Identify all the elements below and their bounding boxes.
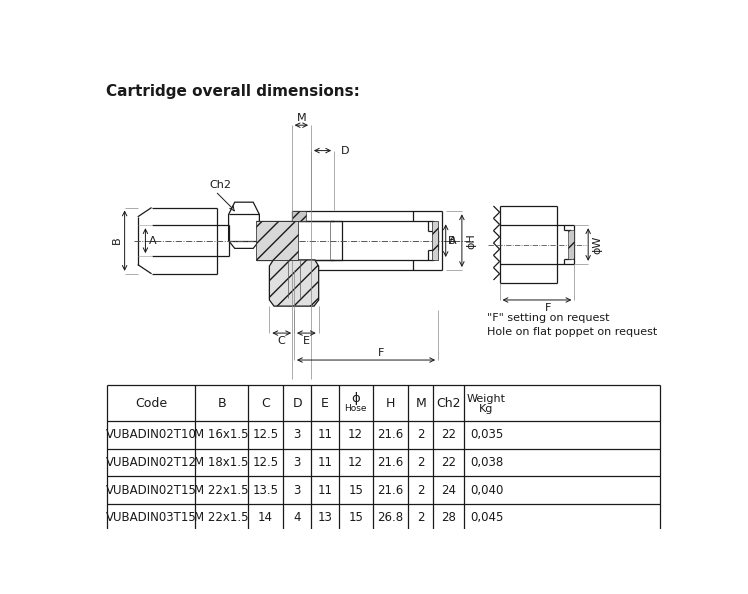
Polygon shape: [256, 222, 298, 260]
Text: 28: 28: [441, 511, 456, 525]
Text: VUBADIN02T15: VUBADIN02T15: [105, 484, 197, 497]
Text: 0,045: 0,045: [470, 511, 503, 525]
Text: 13.5: 13.5: [253, 484, 278, 497]
Text: Cartridge overall dimensions:: Cartridge overall dimensions:: [106, 84, 360, 99]
Text: D: D: [292, 397, 302, 410]
Text: B: B: [112, 237, 122, 245]
Text: 3: 3: [293, 428, 301, 441]
Text: C: C: [261, 397, 270, 410]
Text: 2: 2: [417, 428, 424, 441]
Text: 21.6: 21.6: [377, 484, 403, 497]
Text: 15: 15: [348, 511, 363, 525]
Text: 0,040: 0,040: [470, 484, 503, 497]
Text: VUBADIN02T10: VUBADIN02T10: [105, 428, 197, 441]
Text: 22: 22: [441, 428, 456, 441]
Text: M 22x1.5: M 22x1.5: [194, 484, 249, 497]
Polygon shape: [269, 260, 319, 306]
Text: 24: 24: [441, 484, 456, 497]
Text: 11: 11: [317, 456, 332, 469]
Text: 14: 14: [258, 511, 273, 525]
Text: Ch2: Ch2: [209, 180, 231, 190]
Polygon shape: [568, 230, 574, 259]
Text: M 16x1.5: M 16x1.5: [194, 428, 249, 441]
Text: D: D: [340, 146, 349, 156]
Text: 3: 3: [293, 484, 301, 497]
Polygon shape: [292, 260, 306, 270]
Text: 12: 12: [348, 456, 363, 469]
Text: 12: 12: [348, 428, 363, 441]
Text: 12.5: 12.5: [253, 428, 278, 441]
Text: 4: 4: [293, 511, 301, 525]
Text: M: M: [296, 113, 306, 123]
Text: 2: 2: [417, 484, 424, 497]
Text: 22: 22: [441, 456, 456, 469]
Text: 13: 13: [317, 511, 332, 525]
Text: Kg: Kg: [479, 403, 494, 413]
Text: C: C: [278, 336, 286, 346]
Text: E: E: [303, 336, 310, 346]
Text: B: B: [218, 397, 226, 410]
Text: Hose: Hose: [344, 404, 367, 413]
Text: F: F: [378, 348, 384, 358]
Text: 12.5: 12.5: [253, 456, 278, 469]
Text: H: H: [385, 397, 395, 410]
Text: B: B: [448, 236, 456, 246]
Text: 2: 2: [417, 456, 424, 469]
Text: 21.6: 21.6: [377, 456, 403, 469]
Polygon shape: [432, 222, 438, 260]
Text: M 18x1.5: M 18x1.5: [194, 456, 249, 469]
Text: 11: 11: [317, 484, 332, 497]
Text: 21.6: 21.6: [377, 428, 403, 441]
Text: Code: Code: [135, 397, 168, 410]
Text: 0,038: 0,038: [470, 456, 503, 469]
Text: 2: 2: [417, 511, 424, 525]
Text: 11: 11: [317, 428, 332, 441]
Text: A: A: [449, 236, 456, 246]
Text: VUBADIN03T15: VUBADIN03T15: [105, 511, 197, 525]
Text: ϕ: ϕ: [352, 392, 360, 405]
Text: F: F: [545, 303, 552, 312]
Text: Weight: Weight: [467, 394, 506, 403]
Text: M: M: [415, 397, 426, 410]
Text: 0,035: 0,035: [470, 428, 503, 441]
Text: M 22x1.5: M 22x1.5: [194, 511, 249, 525]
Text: ϕW: ϕW: [592, 235, 602, 254]
Text: Hole on flat poppet on request: Hole on flat poppet on request: [486, 327, 657, 337]
Text: E: E: [321, 397, 329, 410]
Text: "F" setting on request: "F" setting on request: [486, 312, 609, 323]
Text: ϕH: ϕH: [466, 233, 476, 248]
Text: VUBADIN02T12: VUBADIN02T12: [105, 456, 197, 469]
Text: 26.8: 26.8: [377, 511, 403, 525]
Polygon shape: [292, 211, 306, 222]
Text: 15: 15: [348, 484, 363, 497]
Text: A: A: [149, 236, 156, 246]
Text: 3: 3: [293, 456, 301, 469]
Text: Ch2: Ch2: [437, 397, 461, 410]
